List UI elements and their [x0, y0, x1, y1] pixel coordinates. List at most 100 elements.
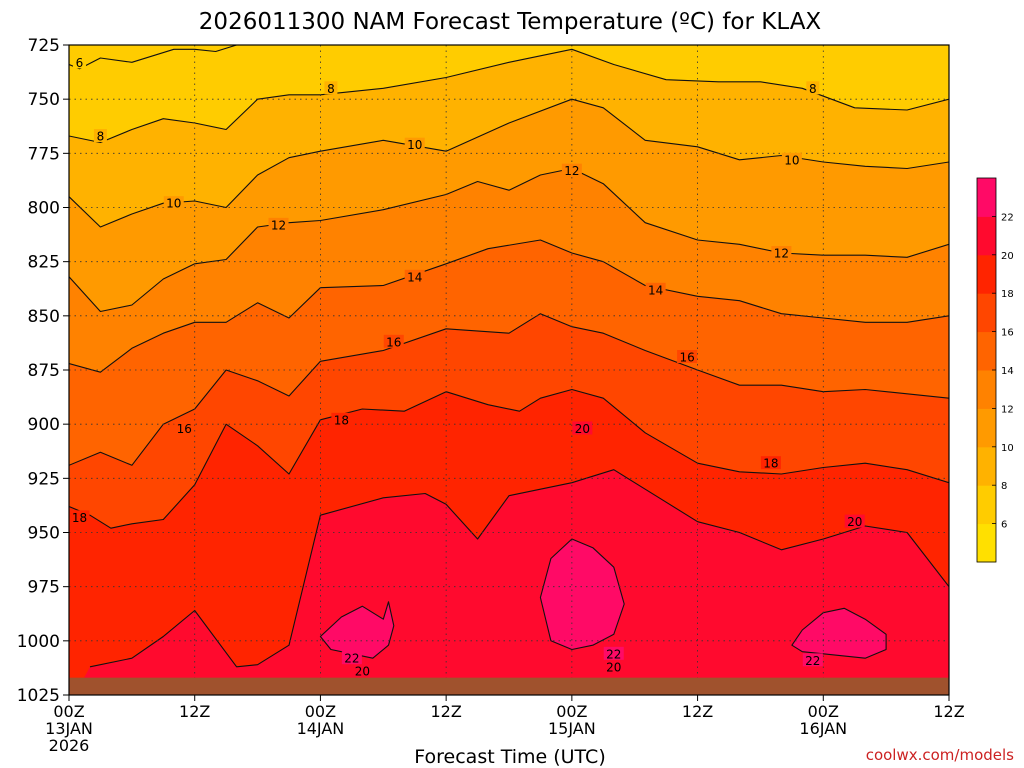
y-tick-label: 925: [28, 469, 60, 489]
y-tick-label: 975: [28, 578, 60, 598]
band-22C-cell: [320, 601, 394, 659]
y-tick-label: 950: [28, 524, 60, 544]
y-tick-label: 800: [28, 199, 60, 219]
y-tick-label: 875: [28, 361, 60, 381]
x-tick-label: 00Z: [305, 702, 336, 721]
colorbar: 6 8 10 12 14 16 18 20 22: [976, 177, 1014, 563]
isotherm-14C: [69, 239, 949, 373]
isotherm-label: 18: [72, 511, 87, 525]
x-tick-label: 00Z: [556, 702, 587, 721]
isotherm-label-bg: [69, 510, 90, 524]
x-tick-label: 16JAN: [799, 719, 847, 738]
isotherm-label-bg: [781, 152, 802, 166]
colorbar-label: 20: [1001, 251, 1014, 262]
isotherm-labels: 6 8 8 8 10 10 10 12 12 12 14 14 16 16 16 18 18 18 20 20 20 20…: [69, 55, 865, 679]
colorbar-swatch: [977, 216, 996, 256]
isotherm-label: 14: [407, 270, 422, 284]
isotherm-label-bg: [72, 55, 86, 69]
isotherm-label: 20: [355, 665, 370, 679]
colorbar-swatch: [977, 178, 996, 217]
y-tick-label: 725: [28, 36, 60, 56]
x-tick-label: 12Z: [682, 702, 713, 721]
ground-fill: [69, 677, 949, 695]
isotherm-label-bg: [561, 163, 582, 177]
colorbar-swatch: [977, 370, 996, 409]
isotherm-label: 6: [76, 56, 84, 70]
isotherm-label-bg: [163, 196, 184, 210]
isotherm-22C: [539, 538, 625, 651]
isotherm-20C: [89, 469, 949, 668]
y-tick-label: 900: [28, 415, 60, 435]
isotherm-label-bg: [331, 412, 352, 426]
isotherm-label: 16: [177, 422, 192, 436]
colorbar-label: 12: [1001, 404, 1014, 415]
isotherm-label: 10: [166, 197, 181, 211]
x-tick-label: 14JAN: [297, 719, 345, 738]
isotherm-label: 16: [679, 351, 694, 365]
isotherm-label: 14: [648, 283, 663, 297]
isotherm-label-bg: [352, 664, 373, 678]
x-tick-label: 15JAN: [548, 719, 596, 738]
isotherm-18C: [69, 388, 949, 529]
isotherm-label: 16: [386, 335, 401, 349]
colorbar-label: 6: [1001, 520, 1007, 531]
y-tick-label: 1025: [17, 686, 60, 706]
x-tick-label: 13JAN: [45, 719, 93, 738]
isotherm-label: 22: [805, 654, 820, 668]
colorbar-swatch: [977, 485, 996, 525]
isotherm-label: 18: [334, 413, 349, 427]
isotherm-label-bg: [760, 456, 781, 470]
isotherm-label: 20: [575, 422, 590, 436]
colorbar-swatch: [977, 254, 996, 294]
colorbar-label: 16: [1001, 328, 1014, 339]
band-22C-cell: [540, 539, 625, 650]
isotherm-8C: [69, 48, 949, 144]
isotherm-label: 8: [97, 130, 105, 144]
isotherm-label-bg: [174, 421, 195, 435]
x-tick-label: 12Z: [933, 702, 964, 721]
colorbar-label: 8: [1001, 481, 1007, 492]
isotherm-label: 10: [407, 138, 422, 152]
isotherm-label-bg: [341, 651, 362, 665]
isotherm-label-bg: [677, 350, 698, 363]
colorbar-label: 10: [1001, 443, 1014, 454]
isotherm-label: 12: [564, 164, 579, 178]
isotherm-label-bg: [603, 659, 624, 673]
temperature-bands: [69, 45, 949, 695]
isotherm-label-bg: [645, 282, 666, 296]
isotherm-label-bg: [806, 81, 820, 95]
isotherm-label: 8: [809, 82, 817, 96]
isotherm-label-bg: [404, 269, 425, 283]
isotherm-label-bg: [268, 217, 289, 231]
isotherm-label: 8: [327, 82, 335, 96]
isotherm-label: 22: [344, 652, 359, 666]
colorbar-label: 22: [1001, 212, 1014, 223]
ground-surface: [69, 677, 949, 695]
y-tick-label: 1000: [17, 632, 60, 652]
colorbar-label: 18: [1001, 289, 1014, 300]
y-tick-label: 850: [28, 307, 60, 327]
isotherm-label: 22: [606, 647, 621, 661]
colorbar-swatch: [977, 408, 996, 448]
y-tick-label: 775: [28, 144, 60, 164]
isotherm-label-bg: [802, 653, 823, 667]
credit-link[interactable]: coolwx.com/models: [866, 746, 1014, 764]
colorbar-swatch: [977, 293, 996, 333]
colorbar-swatch: [977, 331, 996, 371]
isotherm-label-bg: [324, 81, 338, 95]
x-tick-label: 12Z: [179, 702, 210, 721]
isotherm-16C: [69, 313, 949, 466]
isotherm-label: 20: [606, 660, 621, 674]
isotherm-label: 12: [774, 247, 789, 261]
chart-title: 2026011300 NAM Forecast Temperature (ºC)…: [199, 9, 822, 35]
band-22C-cell: [791, 608, 887, 659]
plot-area: 6 8 8 8 10 10 10 12 12 12 14 14 16 16 16 18 18 18 20 20 20 20…: [69, 45, 949, 695]
isotherm-label-bg: [572, 421, 593, 435]
isotherm-label-bg: [93, 129, 107, 142]
y-tick-label: 825: [28, 253, 60, 273]
x-axis-label: Forecast Time (UTC): [414, 746, 605, 768]
isotherm-label: 18: [763, 457, 778, 471]
isotherm-label-bg: [844, 514, 865, 528]
